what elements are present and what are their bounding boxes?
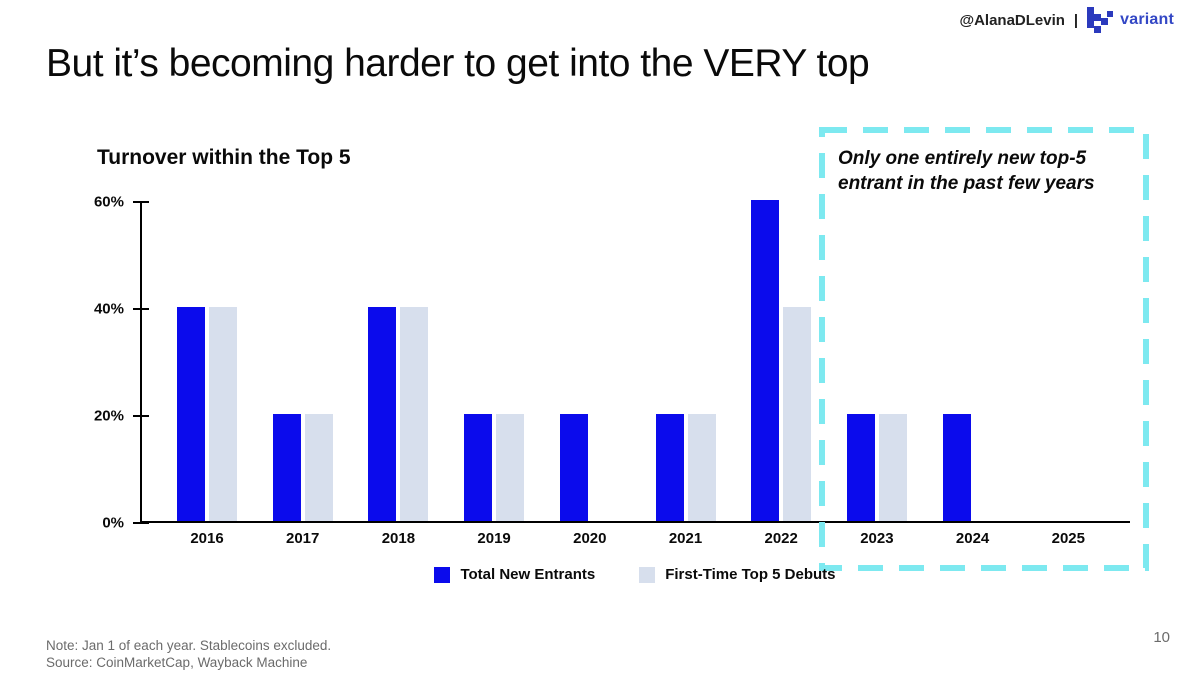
- bar-group-2019: [464, 414, 525, 521]
- footnote-note: Note: Jan 1 of each year. Stablecoins ex…: [46, 638, 332, 653]
- bar-group-2022: [751, 200, 812, 521]
- bar-group-2023: [846, 414, 907, 521]
- legend-swatch-total-new-entrants: [434, 566, 451, 583]
- y-axis-tick-mark: [133, 522, 149, 524]
- variant-logo-icon: [1087, 7, 1114, 33]
- annotation-text: Only one entirely new top-5 entrant in t…: [838, 148, 1095, 194]
- bar-2018-first-time-debuts: [400, 307, 429, 521]
- bar-2017-first-time-debuts: [304, 414, 333, 521]
- header-separator: |: [1073, 11, 1079, 29]
- chart-title: Turnover within the Top 5: [97, 146, 351, 169]
- legend-item-total-new-entrants: Total New Entrants: [434, 566, 595, 583]
- bar-group-2020: [559, 414, 620, 521]
- x-axis-label-2016: 2016: [190, 530, 224, 547]
- x-axis-label-2023: 2023: [860, 530, 894, 547]
- bar-2016-total-new-entrants: [177, 307, 205, 521]
- bar-group-2018: [368, 307, 429, 521]
- bar-2020-total-new-entrants: [559, 414, 588, 521]
- legend-label: Total New Entrants: [460, 566, 596, 583]
- x-axis-label-2020: 2020: [573, 530, 607, 547]
- y-axis-tick-label: 20%: [93, 407, 124, 425]
- page-title: But it’s becoming harder to get into the…: [46, 42, 870, 85]
- bar-2019-total-new-entrants: [464, 414, 493, 521]
- bar-2023-total-new-entrants: [846, 414, 875, 521]
- bar-2017-total-new-entrants: [272, 414, 301, 521]
- y-axis-tick-mark: [133, 201, 149, 203]
- y-axis-tick-label: 0%: [102, 514, 124, 532]
- bar-2019-first-time-debuts: [496, 414, 525, 521]
- footnote: Note: Jan 1 of each year. Stablecoins ex…: [46, 638, 331, 671]
- brand: variant: [1087, 7, 1174, 33]
- legend-label: First-Time Top 5 Debuts: [665, 566, 836, 583]
- legend-item-first-time-debuts: First-Time Top 5 Debuts: [639, 566, 836, 583]
- bar-group-2024: [942, 414, 1003, 521]
- legend-swatch-first-time-debuts: [639, 566, 656, 583]
- bar-group-2016: [177, 307, 237, 521]
- bar-2024-total-new-entrants: [942, 414, 971, 521]
- bar-2022-total-new-entrants: [751, 200, 780, 521]
- chart-legend: Total New Entrants First-Time Top 5 Debu…: [140, 566, 1130, 583]
- bar-2023-first-time-debuts: [878, 414, 907, 521]
- bar-group-2017: [272, 414, 333, 521]
- x-axis-label-2025: 2025: [1051, 530, 1085, 547]
- bar-2021-first-time-debuts: [687, 414, 716, 521]
- brand-name: variant: [1120, 11, 1174, 28]
- x-axis-label-2022: 2022: [764, 530, 798, 547]
- bar-2021-total-new-entrants: [655, 414, 684, 521]
- plot-area: 60% 40% 20% 0% 2016 2017 2018 2019 2020 2021 2022 2…: [94, 194, 1130, 547]
- x-axis-label-2024: 2024: [955, 530, 990, 547]
- author-handle: @AlanaDLevin: [959, 11, 1065, 29]
- y-axis-tick-label: 60%: [93, 193, 124, 211]
- bar-2022-first-time-debuts: [783, 307, 812, 521]
- bar-group-2021: [655, 414, 716, 521]
- x-axis-label-2019: 2019: [477, 530, 511, 547]
- y-axis-tick-label: 40%: [93, 300, 124, 318]
- x-axis-label-2021: 2021: [668, 530, 703, 547]
- y-axis-tick-mark: [133, 415, 149, 417]
- header: @AlanaDLevin | variant: [959, 7, 1174, 33]
- page-number: 10: [1153, 629, 1170, 646]
- x-axis-label-2018: 2018: [381, 530, 416, 547]
- footnote-source: Source: CoinMarketCap, Wayback Machine: [46, 654, 308, 670]
- bar-2018-total-new-entrants: [368, 307, 397, 521]
- x-axis-label-2017: 2017: [286, 530, 320, 547]
- y-axis-tick-mark: [133, 308, 149, 310]
- bar-2016-first-time-debuts: [209, 307, 237, 521]
